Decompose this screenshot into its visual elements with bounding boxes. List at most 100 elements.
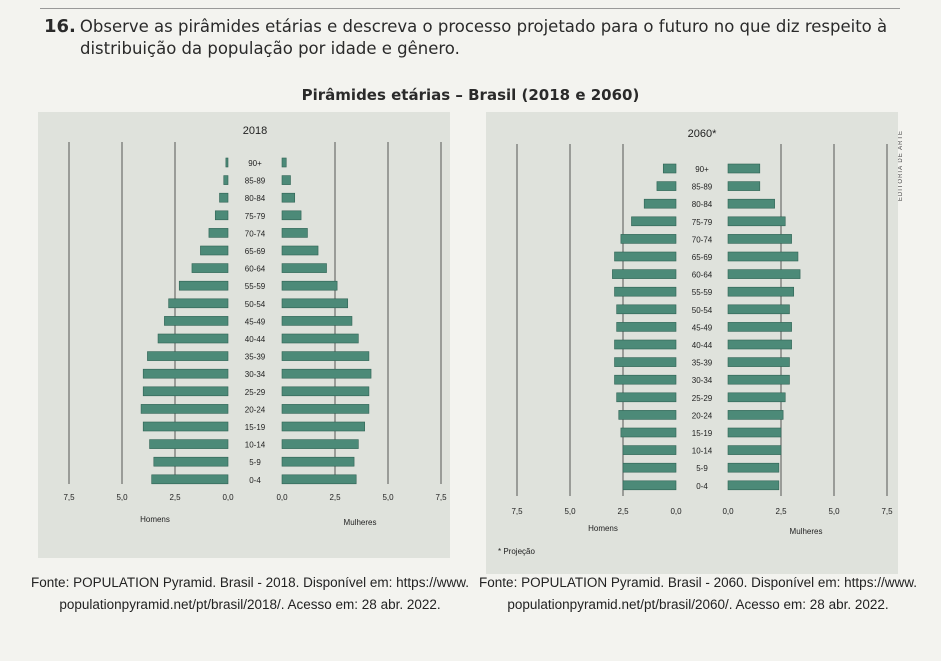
tick-label-2: 2,5	[617, 507, 629, 516]
bar-mulheres-20-24	[727, 410, 784, 420]
bar-mulheres-75-79	[281, 210, 302, 221]
age-label-0-4: 0-4	[696, 482, 708, 491]
top-rule	[40, 8, 900, 9]
bar-homens-80-84	[219, 192, 229, 203]
bar-mulheres-85-89	[727, 181, 761, 191]
bar-mulheres-10-14	[281, 439, 359, 449]
bar-mulheres-55-59	[727, 286, 795, 297]
age-label-90+: 90+	[248, 159, 262, 168]
tick-label-4: 0,0	[276, 493, 288, 502]
age-label-20-24: 20-24	[692, 411, 713, 420]
age-label-30-34: 30-34	[245, 370, 266, 379]
age-label-85-89: 85-89	[245, 177, 266, 186]
bar-mulheres-30-34	[281, 368, 372, 379]
bar-mulheres-30-34	[727, 374, 790, 385]
axis-label-homens: Homens	[588, 524, 618, 533]
age-label-80-84: 80-84	[245, 194, 266, 203]
age-label-75-79: 75-79	[245, 212, 266, 221]
bar-homens-75-79	[214, 210, 229, 221]
bar-homens-40-44	[614, 339, 677, 350]
tick-label-3: 0,0	[222, 493, 234, 502]
age-label-10-14: 10-14	[692, 447, 713, 456]
bar-mulheres-40-44	[727, 339, 792, 350]
bar-mulheres-5-9	[281, 456, 355, 467]
bar-homens-30-34	[614, 374, 677, 385]
bar-homens-0-4	[151, 474, 229, 485]
age-label-70-74: 70-74	[692, 235, 713, 244]
bar-homens-15-19	[620, 427, 677, 438]
chart-title: 2018	[243, 125, 267, 137]
tick-label-0: 7,5	[63, 493, 75, 502]
age-label-20-24: 20-24	[245, 405, 266, 414]
age-label-85-89: 85-89	[692, 183, 713, 192]
bar-mulheres-90+	[727, 163, 761, 174]
bar-mulheres-10-14	[727, 445, 782, 455]
tick-label-3: 0,0	[670, 507, 682, 516]
source-2060-line-2: populationpyramid.net/pt/brasil/2060/. A…	[507, 597, 889, 612]
tick-label-7: 7,5	[435, 493, 447, 502]
bar-homens-75-79	[631, 216, 677, 227]
source-2060: Fonte: POPULATION Pyramid. Brasil - 2060…	[478, 572, 918, 616]
bar-homens-20-24	[140, 404, 229, 414]
age-label-10-14: 10-14	[245, 441, 266, 450]
bar-mulheres-80-84	[727, 198, 775, 209]
bar-mulheres-25-29	[727, 392, 786, 403]
bar-homens-70-74	[208, 228, 229, 238]
question-line-1: Observe as pirâmides etárias e descreva …	[79, 17, 888, 36]
age-label-65-69: 65-69	[245, 247, 266, 256]
source-2018-line-2: populationpyramid.net/pt/brasil/2018/. A…	[59, 597, 441, 612]
pyramid-2018-panel: 2018 0-4 5-9 10-14 15-19 20-24 25-29 30-34 35-39…	[38, 112, 450, 558]
bar-mulheres-60-64	[281, 263, 327, 273]
bar-mulheres-0-4	[727, 480, 780, 491]
bar-homens-5-9	[622, 462, 677, 473]
question-text: 16. Observe as pirâmides etárias e descre…	[44, 16, 904, 60]
bar-homens-60-64	[191, 263, 229, 273]
bar-mulheres-45-49	[727, 322, 792, 332]
pyramid-2060-panel: 2060* 0-4 5-9 10-14 15-19 20-24 25-29 30-34 35-3…	[486, 112, 898, 574]
bar-homens-45-49	[164, 316, 229, 326]
pyramid-2060-chart: 2060* 0-4 5-9 10-14 15-19 20-24 25-29 30-34 35-3…	[498, 128, 893, 556]
age-label-5-9: 5-9	[249, 458, 261, 467]
age-label-65-69: 65-69	[692, 253, 713, 262]
bar-homens-10-14	[622, 445, 677, 455]
bar-mulheres-50-54	[727, 304, 790, 315]
bar-homens-25-29	[616, 392, 677, 403]
bar-mulheres-70-74	[281, 228, 308, 238]
bar-homens-90+	[225, 157, 229, 168]
bar-mulheres-55-59	[281, 280, 338, 291]
tick-label-5: 2,5	[775, 507, 787, 516]
tick-label-0: 7,5	[511, 507, 523, 516]
bar-mulheres-0-4	[281, 474, 357, 485]
bar-mulheres-35-39	[281, 351, 370, 361]
source-2018-line-1: Fonte: POPULATION Pyramid. Brasil - 2018…	[31, 575, 469, 590]
bar-homens-0-4	[622, 480, 677, 491]
bar-mulheres-65-69	[727, 251, 799, 262]
bar-homens-30-34	[142, 368, 229, 379]
bar-homens-55-59	[178, 280, 229, 291]
age-label-15-19: 15-19	[245, 423, 266, 432]
age-label-55-59: 55-59	[692, 288, 713, 297]
age-label-25-29: 25-29	[245, 388, 266, 397]
age-label-40-44: 40-44	[692, 341, 713, 350]
bar-mulheres-5-9	[727, 462, 780, 473]
bar-mulheres-75-79	[727, 216, 786, 227]
bar-mulheres-85-89	[281, 175, 291, 185]
bar-mulheres-40-44	[281, 333, 359, 344]
bar-homens-5-9	[153, 456, 229, 467]
bar-homens-50-54	[168, 298, 229, 309]
tick-label-1: 5,0	[564, 507, 576, 516]
tick-label-2: 2,5	[169, 493, 181, 502]
tick-label-4: 0,0	[722, 507, 734, 516]
bar-mulheres-35-39	[727, 357, 790, 367]
age-label-35-39: 35-39	[245, 353, 266, 362]
bar-homens-20-24	[618, 410, 677, 420]
age-label-25-29: 25-29	[692, 394, 713, 403]
age-label-35-39: 35-39	[692, 359, 713, 368]
bar-homens-40-44	[157, 333, 229, 344]
tick-label-6: 5,0	[828, 507, 840, 516]
bar-mulheres-65-69	[281, 245, 319, 256]
axis-label-mulheres: Mulheres	[344, 518, 377, 527]
axis-label-mulheres: Mulheres	[790, 527, 823, 536]
age-label-50-54: 50-54	[245, 300, 266, 309]
bar-homens-25-29	[142, 386, 229, 397]
